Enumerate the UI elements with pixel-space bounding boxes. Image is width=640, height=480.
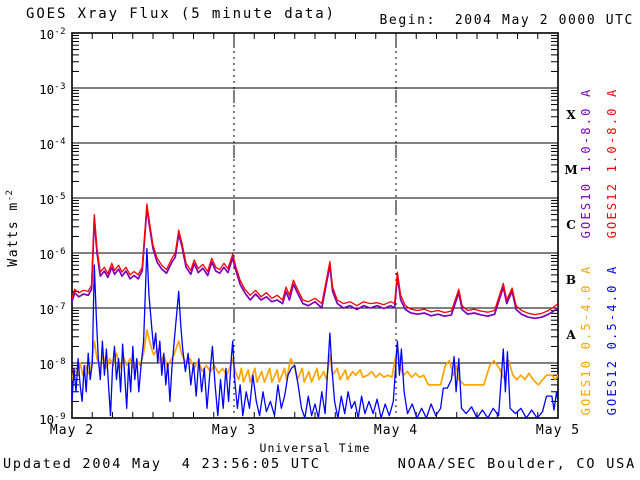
x-tick-label: May 2	[49, 423, 95, 438]
series-legend-goes12-0-5-4-0-a: GOES12 0.5-4.0 A	[605, 264, 619, 416]
flare-class-label-c: C	[566, 217, 576, 232]
begin-time-label: Begin: 2004 May 2 0000 UTC	[379, 13, 634, 28]
series-line-goes10-0-5-4-0-a	[72, 329, 558, 386]
flare-class-label-b: B	[565, 272, 577, 287]
plot-frame	[71, 32, 559, 419]
y-tick-label: 10-8	[39, 357, 66, 373]
updated-timestamp: Updated 2004 May 4 23:56:05 UTC	[3, 456, 321, 472]
series-lines	[72, 203, 558, 418]
y-tick-label: 10-9	[39, 412, 66, 428]
series-legend-goes10-1-0-8-0-a: GOES10 1.0-8.0 A	[579, 87, 593, 239]
x-tick-label: May 4	[373, 423, 419, 438]
y-tick-label: 10-4	[39, 137, 66, 153]
y-tick-label: 10-2	[39, 27, 66, 43]
x-axis-title: Universal Time	[259, 441, 371, 455]
series-legend-goes12-1-0-8-0-a: GOES12 1.0-8.0 A	[605, 87, 619, 239]
y-tick-label: 10-5	[39, 192, 66, 208]
y-tick-label: 10-6	[39, 247, 66, 263]
page-title: GOES Xray Flux (5 minute data)	[26, 6, 336, 22]
flare-class-label-m: M	[564, 162, 578, 177]
series-line-goes10-1-0-8-0-a	[72, 207, 558, 320]
series-line-goes12-1-0-8-0-a	[72, 203, 558, 316]
y-axis-title-exponent: -2	[4, 189, 15, 202]
x-tick-label: May 5	[535, 423, 581, 438]
flare-class-label-x: X	[566, 107, 576, 122]
series-legend-goes10-0-5-4-0-a: GOES10 0.5-4.0 A	[579, 264, 593, 416]
x-tick-label: May 3	[211, 423, 257, 438]
y-tick-label: 10-7	[39, 302, 66, 318]
y-tick-label: 10-3	[39, 82, 66, 98]
series-line-goes12-0-5-4-0-a	[72, 247, 558, 418]
source-attribution: NOAA/SEC Boulder, CO USA	[397, 456, 636, 472]
flare-class-label-a: A	[566, 327, 576, 342]
